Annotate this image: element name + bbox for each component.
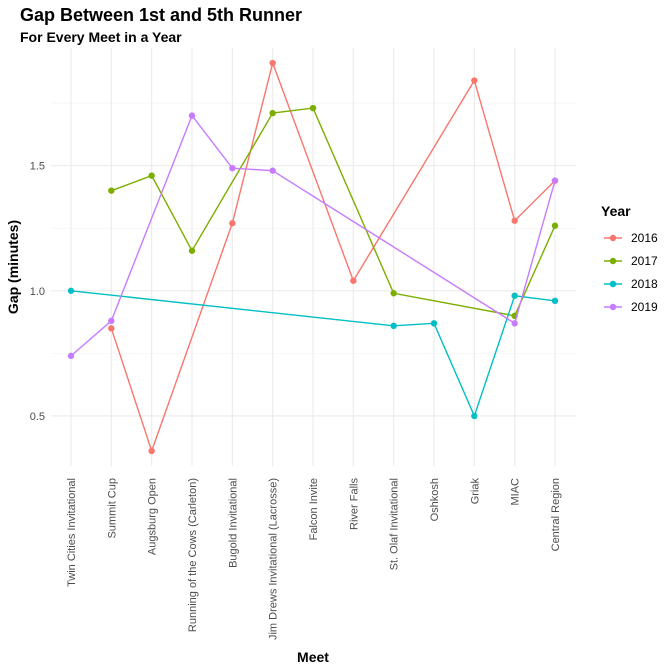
legend-key-point (609, 280, 617, 288)
x-tick-label: St. Olaf Invitational (389, 478, 401, 570)
legend-label: 2017 (631, 254, 658, 268)
series-2016 (108, 59, 559, 455)
legend-item-2019: 2019 (604, 300, 658, 314)
series-line (111, 107, 556, 317)
data-point (471, 77, 478, 84)
x-tick-label: River Falls (348, 478, 360, 530)
legend-title: Year (601, 203, 631, 219)
data-point (551, 177, 559, 184)
x-tick-label: MIAC (510, 478, 522, 506)
x-tick-label: Augsburg Open (147, 478, 159, 555)
data-point (511, 320, 518, 327)
data-point (108, 325, 115, 332)
grid-lines (51, 48, 576, 466)
legend-item-2018: 2018 (604, 277, 658, 291)
data-point (511, 292, 518, 299)
y-tick-label: 1.0 (30, 286, 45, 298)
y-tick-label: 1.5 (30, 161, 45, 173)
data-point (269, 109, 276, 117)
data-point (188, 112, 196, 119)
data-point (309, 104, 317, 112)
legend-label: 2019 (631, 300, 658, 314)
data-point (551, 222, 559, 229)
data-point (511, 217, 518, 224)
x-tick-label: Oshkosh (429, 478, 441, 521)
x-tick-label: Central Region (550, 478, 562, 551)
y-axis-ticks: 0.5 1.0 1.5 (30, 161, 45, 423)
data-point (390, 290, 397, 297)
data-point (108, 317, 115, 325)
data-point (148, 172, 155, 179)
data-point (269, 167, 276, 174)
legend-item-2016: 2016 (604, 231, 658, 245)
chart-title: Gap Between 1st and 5th Runner (20, 5, 302, 25)
series-2017 (108, 104, 559, 320)
data-point (430, 320, 438, 327)
data-point (471, 412, 478, 420)
x-tick-label: Twin Cities Invitational (66, 478, 78, 587)
series-2019 (67, 112, 559, 360)
data-point (229, 164, 236, 172)
x-axis-ticks: Twin Cities Invitational Summit Cup Augsbu… (66, 478, 562, 640)
x-tick-label: Jim Drews Invitational (Lacrosse) (268, 478, 280, 640)
data-point (108, 187, 115, 194)
legend-key-point (609, 303, 617, 311)
legend-key-point (609, 234, 617, 242)
legend: Year 2016 2017 2018 2019 (601, 203, 658, 314)
x-axis-title: Meet (297, 649, 329, 665)
data-point (188, 247, 196, 254)
series-2018 (67, 287, 559, 420)
data-point (390, 322, 397, 330)
y-axis-title: Gap (minutes) (5, 220, 21, 314)
x-tick-label: Falcon Invite (308, 478, 320, 540)
data-point (148, 447, 155, 455)
data-point (67, 352, 75, 360)
data-point (229, 220, 236, 227)
data-point (67, 287, 75, 294)
plot-area (51, 48, 576, 466)
y-tick-label: 0.5 (30, 411, 45, 423)
series-line (70, 290, 556, 418)
x-tick-label: Bugold Invitational (227, 478, 239, 568)
data-point (350, 277, 357, 284)
series-line (110, 60, 556, 454)
legend-label: 2016 (631, 231, 658, 245)
data-point (551, 297, 559, 305)
x-tick-label: Summit Cup (106, 478, 118, 539)
series-lines (67, 59, 559, 455)
data-point (269, 59, 276, 67)
chart-subtitle: For Every Meet in a Year (20, 29, 182, 45)
x-tick-label: Running of the Cows (Carleton) (187, 478, 199, 632)
legend-key-point (609, 257, 617, 265)
legend-item-2017: 2017 (604, 254, 658, 268)
x-tick-label: Griak (469, 478, 481, 505)
legend-label: 2018 (631, 277, 658, 291)
